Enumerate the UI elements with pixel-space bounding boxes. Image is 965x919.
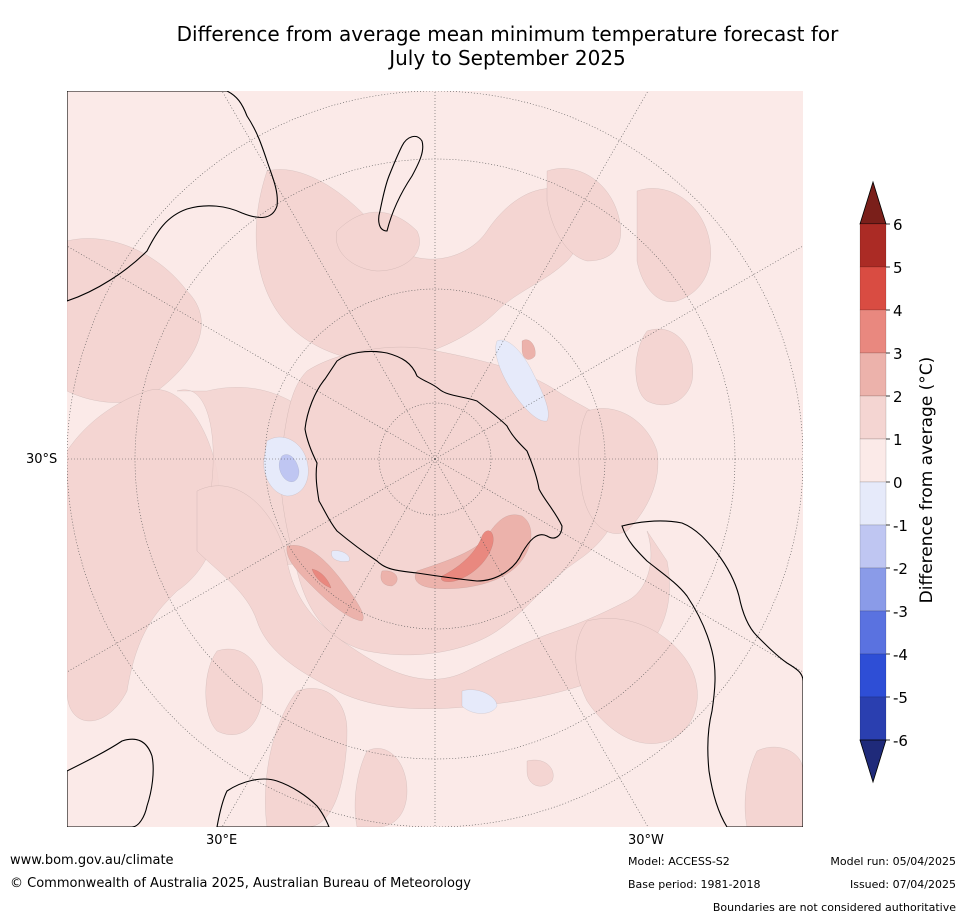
title-line-2: July to September 2025 bbox=[389, 46, 626, 70]
footer-base-period: Base period: 1981-2018 bbox=[628, 878, 761, 891]
footer-copyright: © Commonwealth of Australia 2025, Austra… bbox=[10, 876, 471, 891]
colorbar-segment bbox=[859, 223, 887, 268]
title-line-1: Difference from average mean minimum tem… bbox=[176, 22, 839, 46]
anomaly-3-4-regions bbox=[311, 530, 494, 589]
south-africa-coastline bbox=[67, 738, 154, 827]
footer-model-run: Model run: 05/04/2025 bbox=[830, 855, 956, 868]
colorbar-title: Difference from average (°C) bbox=[917, 357, 937, 604]
graticule bbox=[67, 91, 803, 827]
colorbar-tick-label: 2 bbox=[893, 388, 903, 406]
madagascar-coastline bbox=[216, 778, 330, 827]
south-america-coastline bbox=[621, 520, 803, 827]
colorbar-tick-label: -3 bbox=[893, 603, 908, 621]
colorbar-segment bbox=[859, 266, 887, 311]
colorbar-tick-label: -1 bbox=[893, 517, 908, 535]
colorbar-tick-label: 3 bbox=[893, 345, 903, 363]
polar-map[interactable] bbox=[67, 91, 803, 827]
colorbar: 6 5 4 3 2 1 0 -1 -2 -3 -4 -5 -6 bbox=[850, 180, 960, 790]
colorbar-over-triangle bbox=[859, 180, 887, 225]
colorbar-under-triangle bbox=[859, 739, 887, 784]
colorbar-tick-label: -4 bbox=[893, 646, 908, 664]
lon-label-30w: 30°W bbox=[628, 833, 664, 848]
colorbar-segment bbox=[859, 309, 887, 354]
colorbar-tick-label: 4 bbox=[893, 302, 903, 320]
anomaly-1-2-regions bbox=[67, 168, 803, 827]
colorbar-segment bbox=[859, 352, 887, 397]
colorbar-tick-label: -5 bbox=[893, 689, 908, 707]
lat-label-30s: 30°S bbox=[26, 452, 58, 467]
colorbar-segment bbox=[859, 481, 887, 526]
colorbar-segment bbox=[859, 524, 887, 569]
colorbar-segment bbox=[859, 653, 887, 698]
footer-issued: Issued: 07/04/2025 bbox=[849, 878, 956, 891]
colorbar-segment bbox=[859, 438, 887, 483]
lon-label-30e: 30°E bbox=[206, 833, 238, 848]
colorbar-tick-label: 0 bbox=[893, 474, 903, 492]
colorbar-segment bbox=[859, 610, 887, 655]
australia-coastline bbox=[67, 91, 278, 302]
colorbar-tick-label: 6 bbox=[893, 216, 903, 234]
colorbar-segment bbox=[859, 567, 887, 612]
anomaly-negative-1-2-regions bbox=[278, 454, 300, 482]
chart-title: Difference from average mean minimum tem… bbox=[60, 22, 955, 70]
colorbar-tick-label: -2 bbox=[893, 560, 908, 578]
footer-model: Model: ACCESS-S2 bbox=[628, 855, 730, 868]
colorbar-segment bbox=[859, 395, 887, 440]
map-canvas bbox=[67, 91, 803, 827]
colorbar-graphic: 6 5 4 3 2 1 0 -1 -2 -3 -4 -5 -6 bbox=[859, 180, 908, 784]
new-zealand-coastline bbox=[378, 135, 424, 232]
footer-disclaimer: Boundaries are not considered authoritat… bbox=[712, 901, 956, 914]
coastlines bbox=[67, 91, 803, 827]
antarctica-coastline bbox=[304, 350, 563, 582]
colorbar-segment bbox=[859, 696, 887, 741]
colorbar-tick-label: -6 bbox=[893, 732, 908, 750]
colorbar-tick-label: 5 bbox=[893, 259, 903, 277]
colorbar-title-wrap: Difference from average (°C) bbox=[900, 330, 940, 630]
colorbar-tick-label: 1 bbox=[893, 431, 903, 449]
footer-website[interactable]: www.bom.gov.au/climate bbox=[10, 853, 174, 868]
